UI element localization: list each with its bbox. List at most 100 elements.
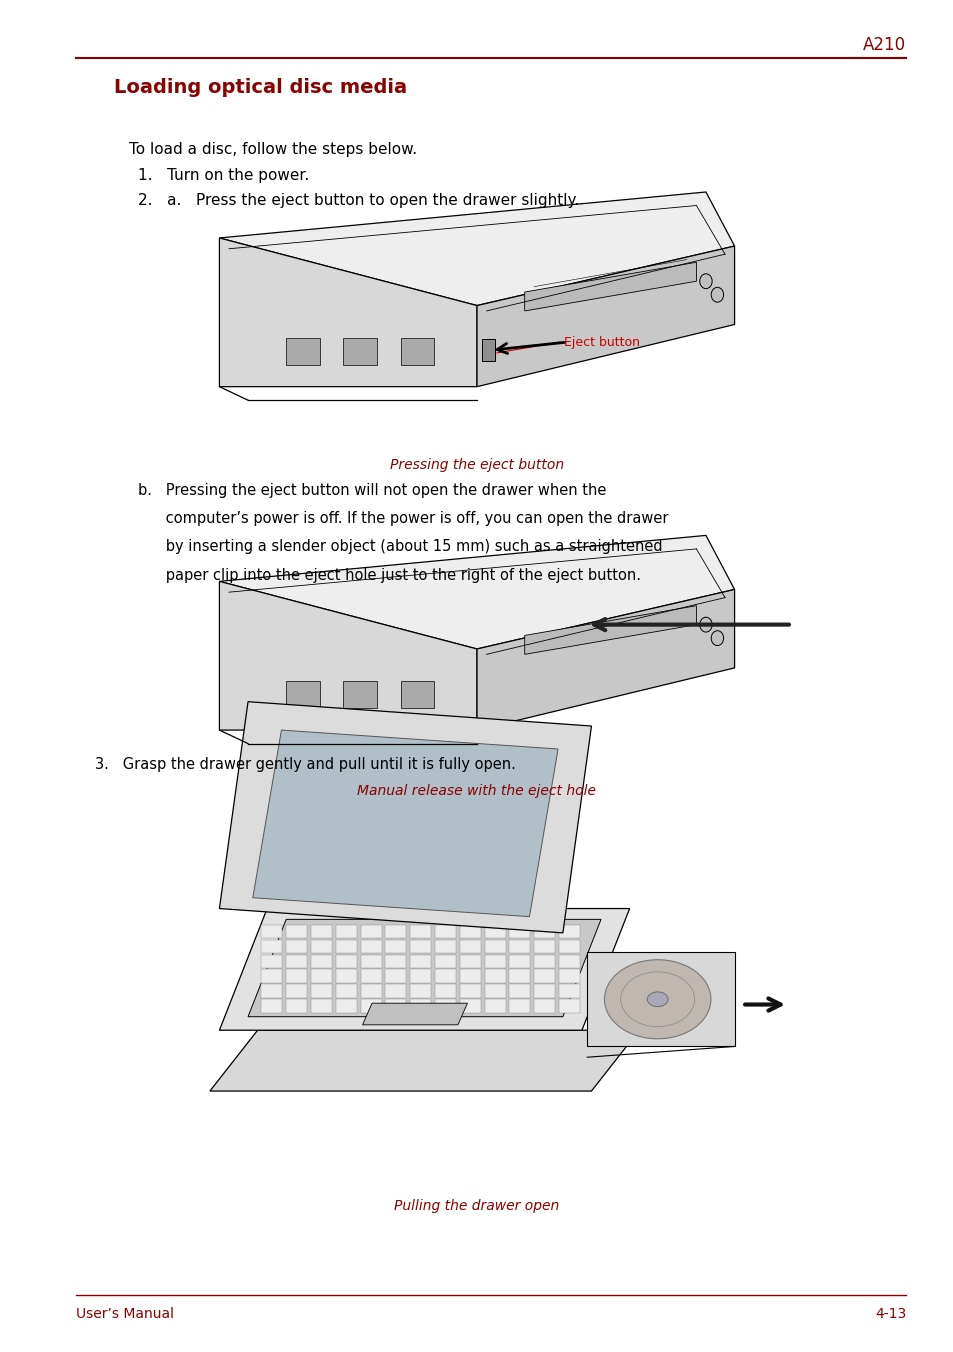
FancyBboxPatch shape — [509, 999, 530, 1013]
Polygon shape — [524, 262, 696, 311]
FancyBboxPatch shape — [509, 925, 530, 938]
FancyBboxPatch shape — [360, 969, 381, 983]
FancyBboxPatch shape — [335, 999, 356, 1013]
FancyBboxPatch shape — [286, 999, 307, 1013]
Text: A210: A210 — [862, 35, 905, 54]
FancyBboxPatch shape — [335, 969, 356, 983]
FancyBboxPatch shape — [335, 925, 356, 938]
Text: Manual release with the eject hole: Manual release with the eject hole — [357, 784, 596, 798]
Text: paper clip into the eject hole just to the right of the eject button.: paper clip into the eject hole just to t… — [138, 568, 640, 583]
Text: Pressing the eject button: Pressing the eject button — [390, 458, 563, 472]
FancyBboxPatch shape — [385, 925, 406, 938]
Polygon shape — [586, 952, 734, 1046]
Polygon shape — [219, 581, 476, 730]
FancyBboxPatch shape — [335, 984, 356, 998]
Text: 2.   a.   Press the eject button to open the drawer slightly.: 2. a. Press the eject button to open the… — [138, 193, 579, 208]
Text: 3.   Grasp the drawer gently and pull until it is fully open.: 3. Grasp the drawer gently and pull unti… — [95, 757, 516, 772]
Polygon shape — [219, 909, 629, 1030]
FancyBboxPatch shape — [435, 955, 456, 968]
Ellipse shape — [699, 273, 711, 288]
Text: b.   Pressing the eject button will not open the drawer when the: b. Pressing the eject button will not op… — [138, 483, 606, 498]
FancyBboxPatch shape — [360, 999, 381, 1013]
FancyBboxPatch shape — [558, 969, 579, 983]
FancyBboxPatch shape — [360, 925, 381, 938]
FancyBboxPatch shape — [286, 940, 307, 953]
FancyBboxPatch shape — [534, 969, 555, 983]
Ellipse shape — [710, 288, 722, 301]
Ellipse shape — [710, 630, 722, 646]
FancyBboxPatch shape — [410, 969, 431, 983]
Polygon shape — [210, 1030, 639, 1091]
FancyBboxPatch shape — [311, 955, 332, 968]
FancyBboxPatch shape — [360, 940, 381, 953]
Polygon shape — [219, 702, 591, 933]
Polygon shape — [524, 606, 696, 654]
Text: User’s Manual: User’s Manual — [76, 1307, 174, 1321]
Ellipse shape — [647, 992, 667, 1007]
FancyBboxPatch shape — [459, 984, 480, 998]
FancyBboxPatch shape — [484, 925, 505, 938]
FancyBboxPatch shape — [311, 969, 332, 983]
Polygon shape — [253, 730, 558, 917]
FancyBboxPatch shape — [410, 925, 431, 938]
FancyBboxPatch shape — [360, 984, 381, 998]
FancyBboxPatch shape — [335, 940, 356, 953]
FancyBboxPatch shape — [286, 925, 307, 938]
FancyBboxPatch shape — [459, 940, 480, 953]
FancyBboxPatch shape — [385, 969, 406, 983]
FancyBboxPatch shape — [385, 955, 406, 968]
FancyBboxPatch shape — [385, 940, 406, 953]
FancyBboxPatch shape — [509, 969, 530, 983]
FancyBboxPatch shape — [311, 925, 332, 938]
FancyBboxPatch shape — [261, 984, 282, 998]
FancyBboxPatch shape — [558, 955, 579, 968]
FancyBboxPatch shape — [459, 925, 480, 938]
FancyBboxPatch shape — [509, 984, 530, 998]
Polygon shape — [476, 246, 734, 387]
Polygon shape — [219, 192, 734, 306]
Polygon shape — [286, 338, 319, 365]
Polygon shape — [400, 338, 434, 365]
FancyBboxPatch shape — [534, 925, 555, 938]
FancyBboxPatch shape — [261, 969, 282, 983]
Polygon shape — [586, 1046, 734, 1057]
FancyBboxPatch shape — [459, 999, 480, 1013]
FancyBboxPatch shape — [484, 969, 505, 983]
Text: Eject button: Eject button — [563, 335, 639, 349]
Text: To load a disc, follow the steps below.: To load a disc, follow the steps below. — [129, 142, 416, 157]
FancyBboxPatch shape — [385, 984, 406, 998]
FancyBboxPatch shape — [410, 955, 431, 968]
Text: Loading optical disc media: Loading optical disc media — [114, 78, 407, 97]
Polygon shape — [362, 1003, 467, 1025]
FancyBboxPatch shape — [558, 940, 579, 953]
FancyBboxPatch shape — [484, 940, 505, 953]
FancyBboxPatch shape — [410, 940, 431, 953]
Polygon shape — [481, 339, 495, 361]
Text: Pulling the drawer open: Pulling the drawer open — [394, 1199, 559, 1213]
FancyBboxPatch shape — [311, 940, 332, 953]
FancyBboxPatch shape — [335, 955, 356, 968]
FancyBboxPatch shape — [435, 984, 456, 998]
FancyBboxPatch shape — [286, 955, 307, 968]
Polygon shape — [343, 338, 376, 365]
FancyBboxPatch shape — [534, 984, 555, 998]
FancyBboxPatch shape — [261, 940, 282, 953]
Polygon shape — [476, 589, 734, 730]
FancyBboxPatch shape — [484, 984, 505, 998]
Polygon shape — [248, 919, 600, 1017]
FancyBboxPatch shape — [410, 984, 431, 998]
Ellipse shape — [604, 960, 710, 1038]
FancyBboxPatch shape — [286, 969, 307, 983]
FancyBboxPatch shape — [484, 955, 505, 968]
FancyBboxPatch shape — [435, 940, 456, 953]
FancyBboxPatch shape — [558, 925, 579, 938]
FancyBboxPatch shape — [509, 940, 530, 953]
FancyBboxPatch shape — [360, 955, 381, 968]
FancyBboxPatch shape — [311, 999, 332, 1013]
Polygon shape — [286, 681, 319, 708]
FancyBboxPatch shape — [558, 984, 579, 998]
FancyBboxPatch shape — [459, 955, 480, 968]
FancyBboxPatch shape — [435, 969, 456, 983]
Text: 1.   Turn on the power.: 1. Turn on the power. — [138, 168, 310, 183]
FancyBboxPatch shape — [558, 999, 579, 1013]
